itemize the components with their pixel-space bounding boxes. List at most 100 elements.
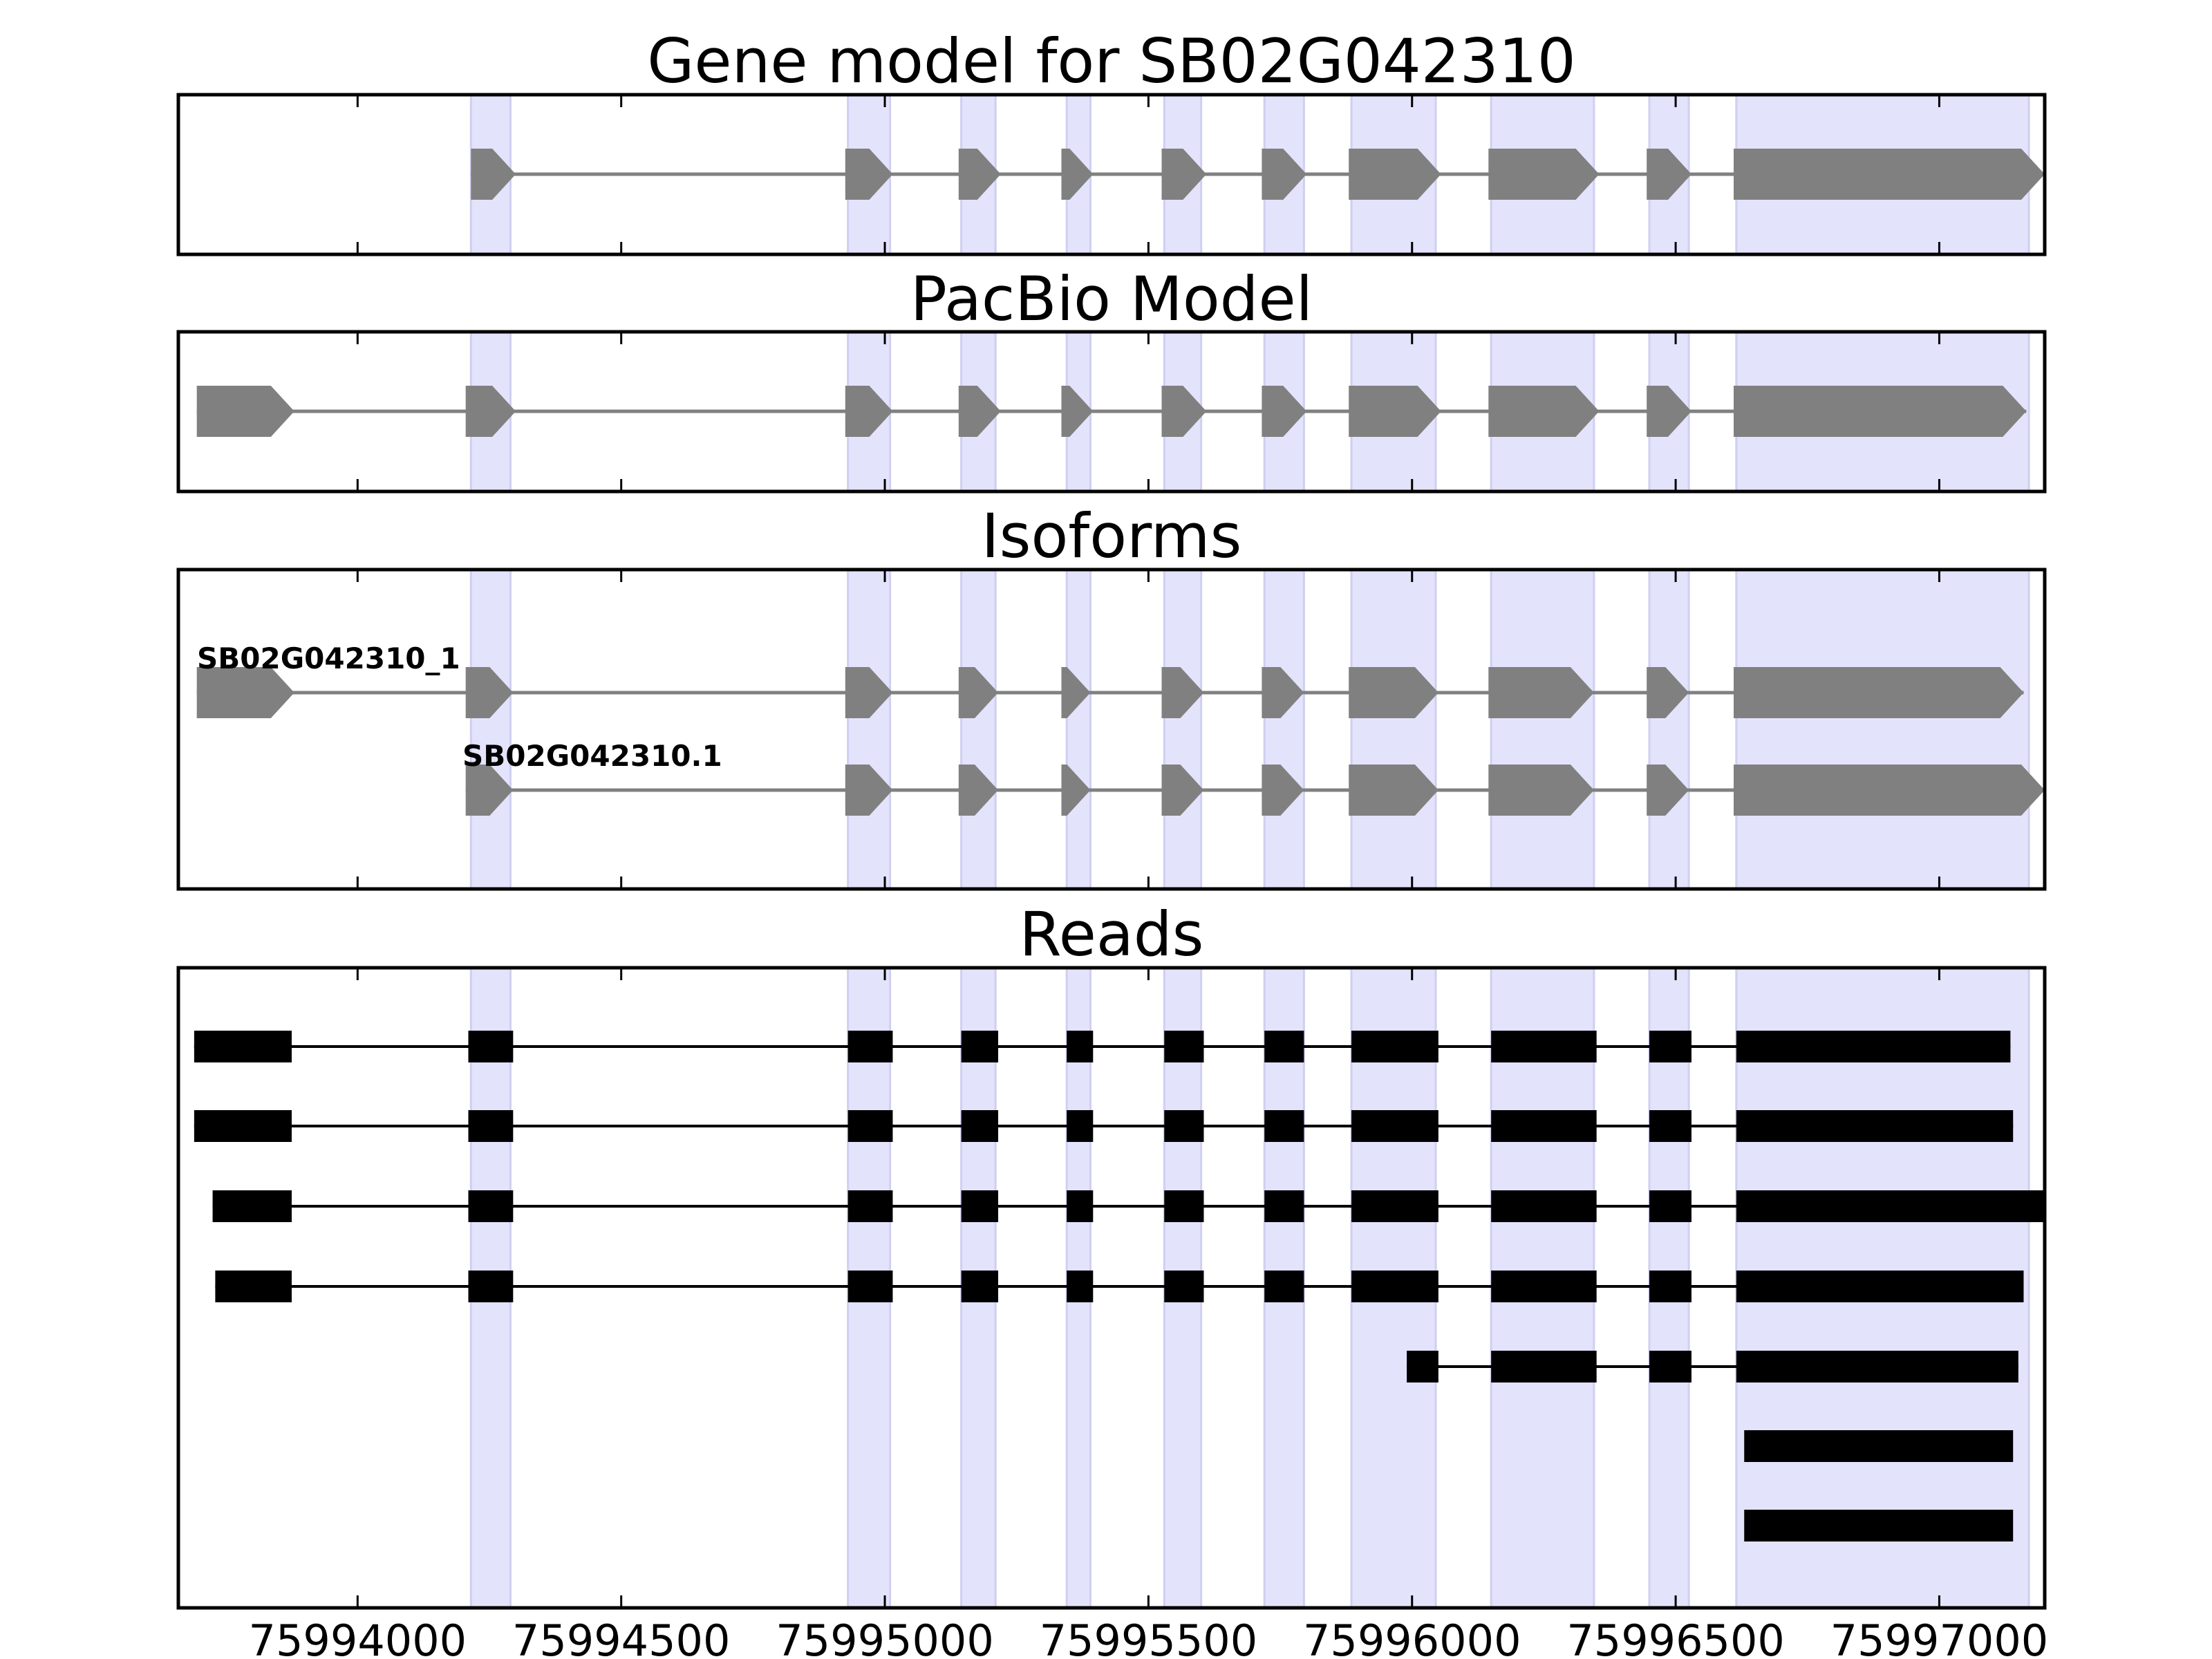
read-block [1264,1031,1304,1062]
read-block [847,1190,893,1222]
panel-frame [176,568,2047,891]
exon-arrow [958,386,1001,437]
read-block [1264,1110,1304,1142]
exon-arrow [465,765,514,816]
x-tick-label: 75996000 [1303,1615,1521,1659]
read-block [215,1271,292,1302]
exon-arrow [1647,149,1691,200]
exon-arrow [1061,667,1091,718]
read-block [1067,1271,1094,1302]
exon-arrow [845,386,893,437]
panel-1: PacBio Model [176,263,2047,494]
read-block [961,1110,999,1142]
exon-arrow [1734,765,2045,816]
read-block [847,1271,893,1302]
read-block [1067,1190,1094,1222]
read-block [1264,1190,1304,1222]
panel-title: Isoforms [982,500,1242,572]
exon-arrow [1349,765,1438,816]
exon-highlight-band [847,568,892,890]
exon-arrow [1734,149,2045,200]
read-block [961,1271,999,1302]
x-tick-label: 75997000 [1830,1615,2049,1659]
read-block [1736,1351,2018,1382]
read-block [1164,1190,1204,1222]
read-7 [1744,1510,2014,1541]
read-block [961,1190,999,1222]
read-block [1351,1031,1438,1062]
isoform-label: SB02G042310.1 [462,739,722,773]
panel-frame [176,93,2047,256]
exon-highlight-band [960,568,997,890]
read-block [1649,1271,1691,1302]
exon-arrow [196,386,294,437]
read-block [1744,1510,2014,1541]
read-block [212,1190,292,1222]
exon-arrow [1647,667,1689,718]
transcript-track [196,386,2027,437]
read-block [1351,1110,1438,1142]
x-tick-label: 75995000 [776,1615,994,1659]
read-block [1491,1351,1597,1382]
read-block [194,1031,292,1062]
exon-arrow [1734,667,2024,718]
read-block [1164,1271,1204,1302]
read-block [1351,1190,1438,1222]
exon-arrow [958,149,1001,200]
exon-arrow [958,765,998,816]
read-block [468,1190,514,1222]
transcript-track [471,149,2045,200]
exon-arrow [1161,667,1204,718]
exon-arrow [1161,386,1207,437]
exon-highlight-band [1065,568,1091,890]
read-block [847,1110,893,1142]
isoform-label: SB02G042310_1 [197,641,460,675]
exon-arrow [465,386,516,437]
read-1 [194,1031,2011,1062]
read-block [1649,1110,1691,1142]
panel-frame [176,966,2047,1610]
read-block [1264,1271,1304,1302]
exon-highlight-band [1735,568,2030,890]
exon-arrow [1349,386,1441,437]
read-block [468,1271,514,1302]
read-block [1736,1110,2014,1142]
exon-arrow [1488,765,1594,816]
exon-highlight-band [469,568,512,890]
transcript-track: SB02G042310_1 [196,641,2024,718]
read-block [1491,1110,1597,1142]
panel-2: Isoforms SB02G042310_1 SB02G042310.1 [176,500,2047,891]
read-block [961,1031,999,1062]
read-2 [194,1110,2014,1142]
read-block [1067,1031,1094,1062]
panel-frame [176,330,2047,494]
transcript-track: SB02G042310.1 [462,739,2045,816]
exon-arrow [845,149,893,200]
x-tick-label: 75994000 [249,1615,467,1659]
exon-arrow [1349,149,1441,200]
panel-title: PacBio Model [910,263,1313,335]
x-tick-label: 75996500 [1566,1615,1785,1659]
exon-arrow [1262,667,1304,718]
read-block [1649,1351,1691,1382]
read-block [1164,1031,1204,1062]
exon-arrow [1349,667,1438,718]
x-tick-label: 75995500 [1040,1615,1258,1659]
read-block [1407,1351,1438,1382]
exon-arrow [1061,386,1094,437]
read-6 [1744,1430,2014,1462]
read-block [1736,1031,2011,1062]
read-block [1351,1271,1438,1302]
panel-reads: Reads [176,899,2047,1610]
exon-highlight-band [1163,568,1203,890]
x-tick-label: 75994500 [512,1615,731,1659]
exon-arrow [1161,765,1204,816]
exon-highlight-band [1263,568,1305,890]
read-4 [215,1271,2024,1302]
exon-highlight-band [1350,568,1437,890]
x-axis: 75994000 75994500 75995000 75995500 75996000… [249,1615,2049,1659]
read-block [1736,1271,2024,1302]
exon-arrow [1262,149,1307,200]
exon-arrow [958,667,998,718]
panel-0: Gene model for SB02G042310 [176,26,2047,256]
